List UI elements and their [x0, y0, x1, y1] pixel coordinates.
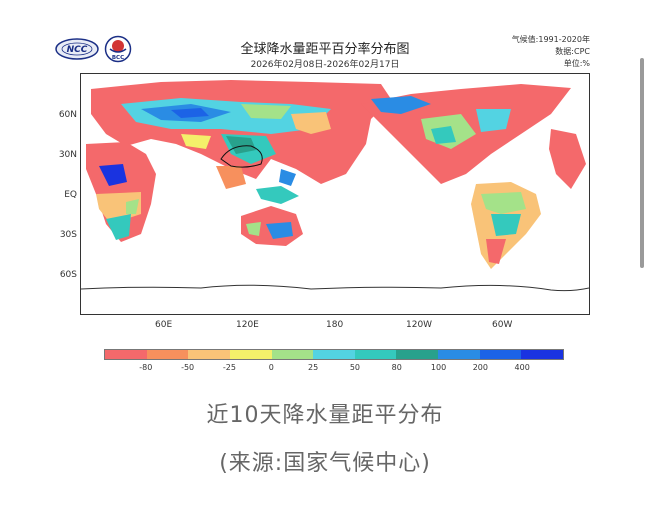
caption-title: 近10天降水量距平分布 — [206, 403, 444, 428]
legend-swatch — [105, 350, 147, 359]
data-source: 数据:CPC — [555, 47, 590, 56]
legend-label: 80 — [391, 363, 402, 372]
legend-label: 100 — [430, 363, 447, 372]
bcc-logo: BCC — [104, 35, 132, 63]
legend-label: 0 — [268, 363, 274, 372]
svg-text:NCC: NCC — [67, 45, 88, 55]
map-title: 全球降水量距平百分率分布图 — [240, 42, 410, 57]
legend-label: -80 — [139, 363, 153, 372]
lat-label: 30S — [59, 230, 77, 240]
lon-label: 120E — [236, 320, 259, 330]
legend-label: -25 — [222, 363, 236, 372]
date-range: 2026年02月08日-2026年02月17日 — [250, 60, 400, 70]
lat-label: EQ — [64, 190, 77, 200]
legend-swatch — [396, 350, 439, 359]
lat-label: 30N — [58, 150, 77, 160]
lon-label: 120W — [406, 320, 433, 330]
climate-period: 气候值:1991-2020年 — [511, 35, 590, 44]
legend-swatch — [479, 350, 522, 359]
precipitation-anomaly-map — [80, 73, 590, 315]
lat-label: 60S — [59, 270, 77, 280]
eurasia-landmass — [91, 80, 391, 204]
lon-label: 60W — [492, 320, 513, 330]
legend-swatch — [146, 350, 189, 359]
lon-label: 180 — [326, 320, 344, 330]
africa-landmass — [86, 142, 156, 242]
color-legend-bar — [104, 349, 564, 360]
legend-label: 50 — [349, 363, 360, 372]
north-america-landmass — [361, 84, 586, 189]
unit-label: 单位:% — [563, 59, 590, 68]
legend-swatch — [271, 350, 314, 359]
lat-label: 60N — [58, 110, 77, 120]
legend-swatch — [188, 350, 230, 359]
legend-label: 25 — [307, 363, 319, 372]
legend-swatch — [438, 350, 480, 359]
legend-swatch — [313, 350, 355, 359]
caption-source: (来源:国家气候中心) — [219, 451, 431, 476]
svg-text:BCC: BCC — [112, 55, 124, 61]
legend-label: 200 — [472, 363, 488, 372]
legend-swatch — [229, 350, 272, 359]
lon-label: 60E — [155, 320, 173, 330]
legend-label: 400 — [514, 363, 530, 372]
legend-swatch — [521, 350, 564, 359]
ncc-logo: NCC — [55, 38, 99, 60]
legend-label: -50 — [181, 363, 195, 372]
australia-landmass — [241, 206, 303, 246]
south-america-landmass — [471, 182, 541, 269]
scrollbar[interactable] — [640, 58, 644, 268]
legend-swatch — [354, 350, 397, 359]
